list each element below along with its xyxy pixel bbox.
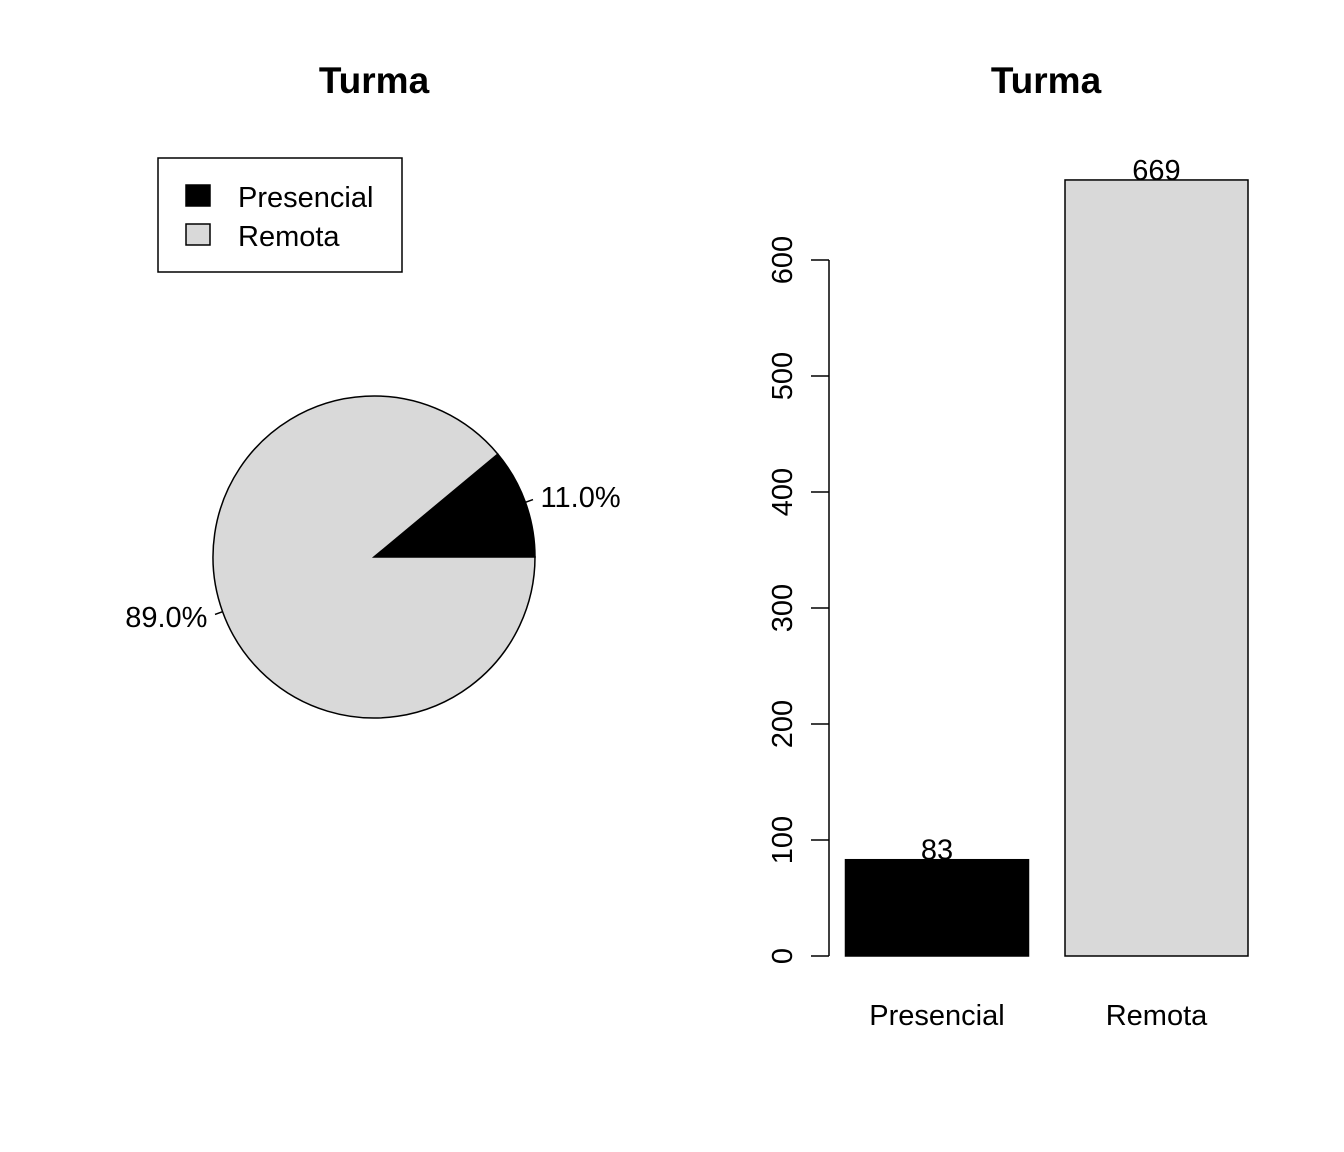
y-tick-label: 600 (767, 236, 799, 284)
bar-remota (1064, 179, 1249, 957)
y-tick-label: 100 (767, 816, 799, 864)
y-tick-label: 500 (767, 352, 799, 400)
pie-legend: Presencial Remota (157, 157, 403, 273)
legend-swatch-presencial (185, 184, 211, 207)
bar-data-labels: 83 669 (921, 155, 1181, 867)
bar-chart-title: Turma (991, 60, 1102, 101)
x-tick-label-presencial: Presencial (869, 1000, 1004, 1032)
pie-slice-remota (212, 395, 536, 719)
bar-presencial (844, 858, 1030, 957)
bar-value-label-remota: 669 (1132, 155, 1180, 187)
slice-label-tick-presencial (525, 498, 534, 503)
legend-swatch-remota (185, 223, 211, 246)
y-tick-label: 300 (767, 584, 799, 632)
slice-label-remota: 89.0% (125, 602, 207, 634)
bars (844, 179, 1249, 957)
slice-label-presencial: 11.0% (541, 482, 621, 514)
pie-slices (212, 395, 536, 719)
legend-label-presencial: Presencial (238, 182, 373, 214)
slice-label-tick-remota (214, 611, 223, 616)
y-tick-label: 0 (767, 948, 799, 964)
x-tick-labels: Presencial Remota (869, 1000, 1208, 1032)
pie-chart: Turma Presencial Remota 11.0% 89.0% (125, 60, 621, 719)
legend-label-remota: Remota (238, 221, 340, 253)
pie-labels: 11.0% 89.0% (125, 482, 620, 634)
pie-chart-title: Turma (319, 60, 430, 101)
y-tick-label: 400 (767, 468, 799, 516)
bar-chart: Turma 0 100 200 300 400 500 600 Presencial Rem… (767, 60, 1249, 1032)
y-axis: 0 100 200 300 400 500 600 (767, 236, 830, 964)
legend-box (157, 157, 403, 273)
y-tick-label: 200 (767, 700, 799, 748)
bar-value-label-presencial: 83 (921, 835, 953, 867)
x-tick-label-remota: Remota (1106, 1000, 1208, 1032)
pie-slice-presencial (371, 453, 536, 558)
